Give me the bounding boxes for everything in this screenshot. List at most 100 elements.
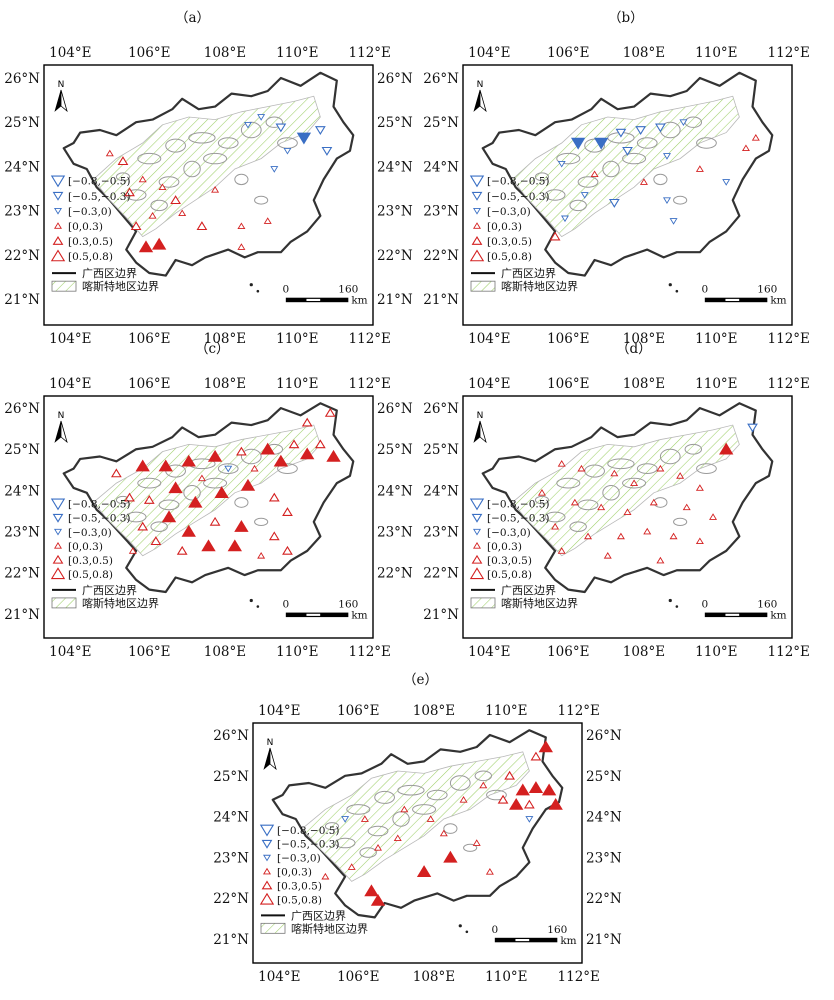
scale-unit: km (770, 610, 786, 622)
map-frame (462, 395, 793, 639)
station-marker (400, 805, 409, 813)
karst-contour (234, 497, 249, 508)
legend-class-label: [0,0.3) (68, 541, 103, 553)
station-marker (695, 165, 704, 172)
station-marker (722, 179, 731, 186)
station-marker (181, 524, 196, 537)
lon-label-top: 104°E (49, 376, 91, 392)
station-marker (719, 442, 734, 455)
lat-label-right: 23°N (377, 525, 413, 541)
karst-contour (150, 521, 168, 533)
station-marker (263, 217, 272, 224)
lat-label-right: 22°N (586, 891, 622, 907)
karst-contour (397, 784, 425, 796)
scale-end: 160 (757, 284, 777, 296)
legend-marker (52, 554, 64, 564)
station-marker (608, 198, 620, 208)
station-marker (158, 183, 167, 191)
legend-marker (471, 235, 483, 245)
karst-contour (534, 172, 550, 182)
legend-class-label: [−0.3,0) (277, 853, 321, 865)
legend-karst-swatch (470, 280, 496, 292)
karst-contour (412, 804, 437, 815)
station-marker (548, 797, 563, 810)
lat-label-left: 26°N (4, 71, 40, 87)
legend-marker (50, 249, 66, 262)
panel-label-e: （e） (403, 672, 438, 688)
legend-marker (50, 498, 66, 511)
legend-marker (473, 542, 481, 549)
station-marker (557, 460, 566, 467)
lat-label-right: 24°N (377, 159, 413, 175)
lon-label-bottom: 106°E (547, 644, 589, 660)
station-marker (227, 539, 242, 552)
scale-unit: km (560, 935, 576, 947)
karst-contour (696, 463, 717, 474)
station-marker (709, 513, 718, 520)
lon-label-bottom: 108°E (204, 644, 246, 660)
station-marker (695, 537, 704, 545)
station-marker (188, 495, 203, 508)
station-marker (443, 850, 458, 863)
north-label: N (58, 80, 65, 90)
scale-unit: km (770, 295, 786, 307)
lat-label-left: 23°N (423, 525, 459, 541)
legend: [−0.8,−0.5) [−0.5,−0.3) [−0.3,0) [0,0.3) [0.… (50, 175, 159, 293)
north-label: N (58, 411, 65, 421)
legend-class-label: [−0.8,−0.5) (68, 499, 131, 511)
station-marker (747, 423, 758, 433)
lon-label-bottom: 106°E (337, 969, 379, 985)
legend-marker (52, 235, 64, 245)
station-marker (655, 123, 666, 133)
station-marker (181, 454, 196, 467)
lon-label-top: 110°E (276, 376, 318, 392)
map-panel-e: （e） 104°E 106°E 108°E 110°E 112°E 104°E 106°E 10… (213, 672, 622, 985)
lat-label-right: 24°N (586, 810, 622, 826)
lon-label-top: 110°E (485, 703, 527, 719)
station-marker (472, 839, 481, 846)
lat-label-right: 25°N (377, 442, 413, 458)
lat-label-right: 26°N (586, 728, 622, 744)
lat-label-right: 21°N (377, 292, 413, 308)
map-panel-d: （d） 104°E 106°E 108°E 110°E 112°E 104°E 106°E 10… (423, 341, 810, 660)
legend-marker (54, 542, 62, 549)
station-marker (549, 231, 561, 241)
station-marker (630, 479, 639, 486)
station-marker (158, 459, 173, 472)
karst-contour (556, 152, 581, 165)
legend-class-label: [−0.8,−0.5) (487, 176, 550, 188)
legend-class-label: [0.3,0.5) (68, 555, 113, 567)
lat-label-left: 24°N (4, 159, 40, 175)
station-marker (138, 240, 154, 253)
legend-marker (50, 567, 66, 580)
scale-end: 160 (547, 924, 567, 936)
legend-marker (52, 513, 64, 523)
karst-area (511, 95, 740, 238)
lon-label-bottom: 106°E (128, 644, 170, 660)
legend-class-label: [−0.8,−0.5) (277, 825, 340, 837)
karst-contour (158, 176, 180, 188)
karst-contour (359, 847, 377, 858)
legend-class-label: [0.5,0.8) (68, 569, 113, 581)
karst-contour (569, 521, 587, 533)
station-marker (314, 439, 326, 449)
lon-label-bottom: 104°E (258, 969, 300, 985)
legend-class-label: [0,0.3) (68, 221, 103, 233)
lat-label-right: 25°N (586, 769, 622, 785)
karst-contour (254, 195, 269, 205)
legend-marker (473, 222, 481, 229)
legend-class-label: [−0.8,−0.5) (68, 176, 131, 188)
station-marker (669, 532, 678, 540)
lat-label-left: 21°N (4, 607, 40, 623)
lon-label-bottom: 112°E (349, 644, 391, 660)
map-panel-c: （c） 104°E 106°E 108°E 110°E 112°E 104°E 106°E 10… (4, 341, 413, 660)
lat-label-left: 25°N (423, 442, 459, 458)
karst-contour (622, 477, 647, 489)
legend-karst-swatch (51, 280, 77, 292)
lon-label-top: 106°E (547, 45, 589, 61)
legend-marker (471, 191, 483, 201)
karst-contour (673, 195, 688, 205)
island-dot (249, 598, 253, 603)
lon-label-bottom: 106°E (547, 331, 589, 347)
